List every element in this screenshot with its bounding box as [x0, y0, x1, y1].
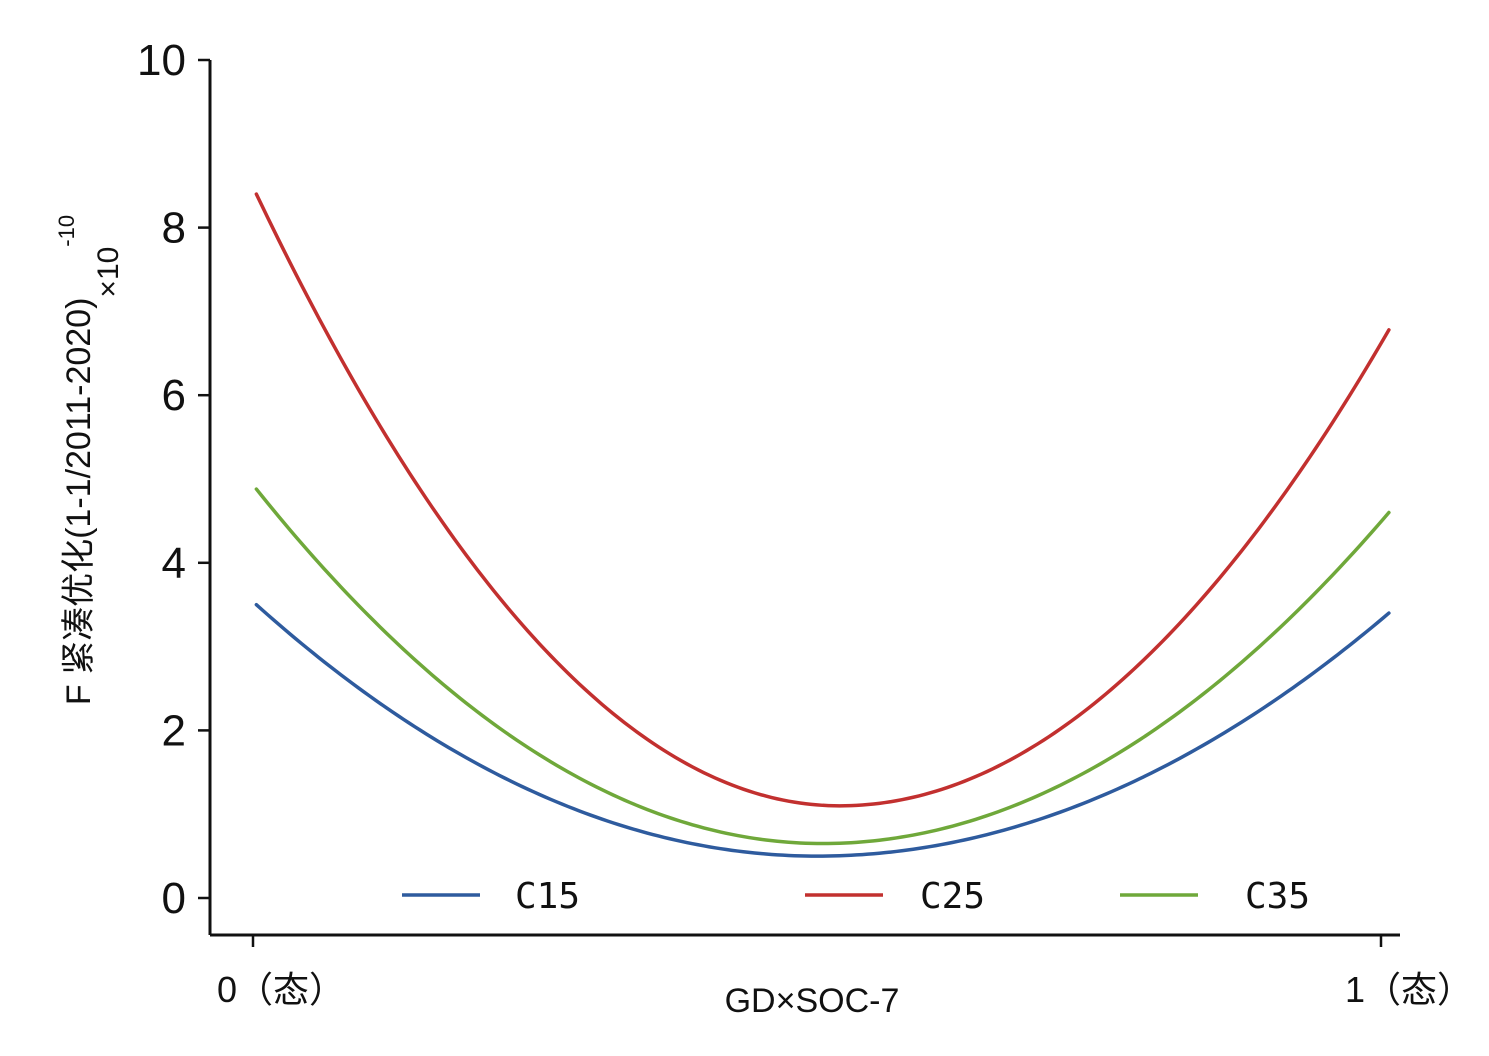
- y-tick-label: 0: [162, 874, 186, 923]
- x-tick-label: 1（态）: [1345, 969, 1473, 1010]
- y-tick-label: 6: [162, 371, 186, 420]
- y-axis-title-suffix: ×10: [92, 247, 125, 298]
- legend-label-c25: C25: [920, 876, 985, 917]
- series-line-c35: [254, 487, 1391, 846]
- svg-text:F 紧凑优化(1-1/2011-2020)×10-10: F 紧凑优化(1-1/2011-2020)×10 -10: [54, 215, 125, 705]
- legend-label-c35: C35: [1245, 876, 1310, 917]
- series-lines: [254, 192, 1391, 858]
- series-line-c15: [254, 602, 1391, 858]
- y-tick-label: 2: [162, 706, 186, 755]
- x-axis-title: GD×SOC-7: [725, 982, 900, 1020]
- x-tick-label: 0（态）: [217, 969, 345, 1010]
- y-axis-title-exponent: -10: [54, 215, 79, 247]
- y-ticks: 0 2 4 6 8 10: [137, 36, 210, 923]
- y-tick-label: 10: [137, 36, 186, 85]
- series-line-c25: [254, 192, 1391, 808]
- y-axis-title-main: F 紧凑优化(1-1/2011-2020): [60, 298, 98, 706]
- y-axis-title: F 紧凑优化(1-1/2011-2020)×10 -10: [54, 215, 125, 705]
- legend: C15 C25 C35: [402, 876, 1310, 917]
- y-tick-label: 4: [162, 539, 186, 588]
- legend-label-c15: C15: [515, 876, 580, 917]
- y-tick-label: 8: [162, 204, 186, 253]
- x-ticks: 0（态） 1（态）: [217, 935, 1473, 1010]
